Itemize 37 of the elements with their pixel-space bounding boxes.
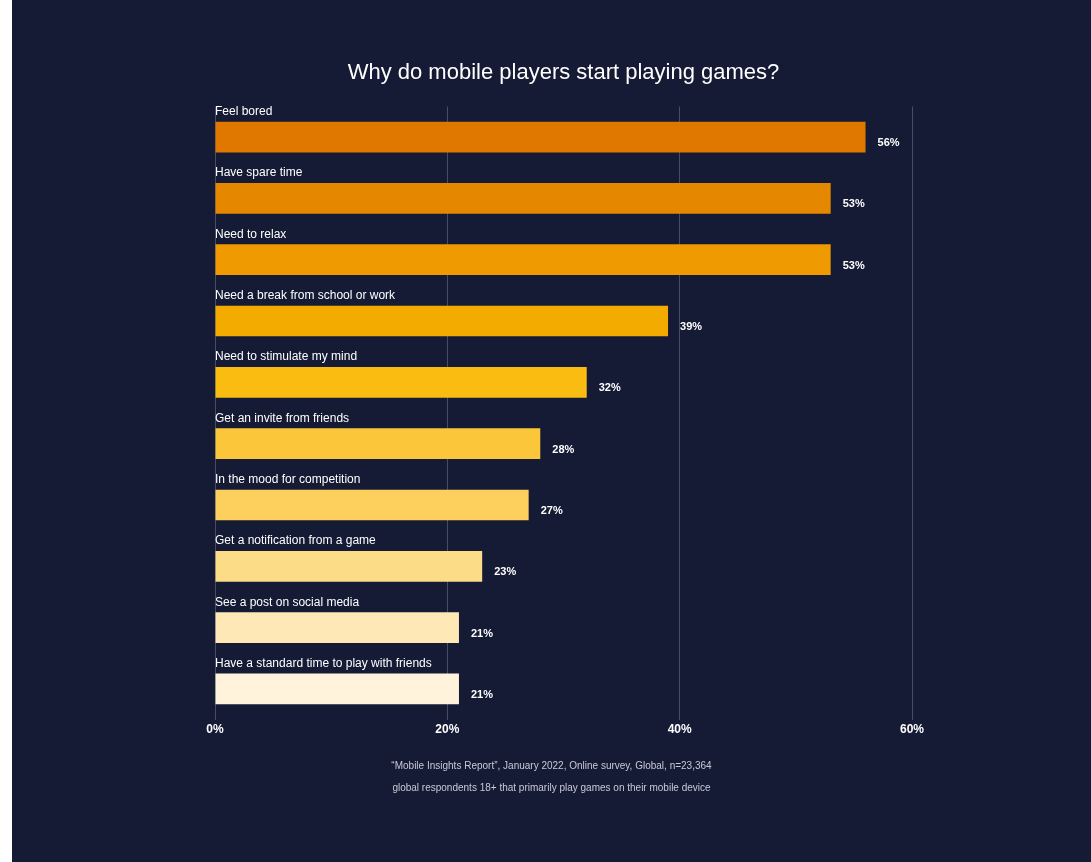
y-tick-label: Get a notification from a game xyxy=(215,533,377,548)
y-tick-label: Need a break from school or work xyxy=(215,288,397,302)
data-label: 21% xyxy=(470,626,494,639)
data-label: 39% xyxy=(680,320,703,333)
y-tick-label: Get an invite from friends xyxy=(215,410,350,425)
y-tick-label: See a post on social media xyxy=(215,594,360,609)
data-label: 53% xyxy=(842,197,865,210)
bar xyxy=(215,550,483,582)
data-label: 32% xyxy=(598,381,621,394)
y-tick-label: Feel bored xyxy=(215,104,273,119)
bar xyxy=(215,183,831,214)
bar xyxy=(215,367,587,398)
y-tick-label: Need to relax xyxy=(215,226,287,241)
data-label: 21% xyxy=(470,687,494,700)
y-tick-label: Have spare time xyxy=(215,165,303,180)
y-tick-label: Need to stimulate my mind xyxy=(215,349,358,364)
bar xyxy=(215,121,866,153)
text: global respondents 18+ that primarily play games on their mobile device xyxy=(391,781,712,795)
x-tick-label: 60% xyxy=(899,722,925,737)
bar xyxy=(215,612,459,643)
chart-title: Why do mobile players start playing games? xyxy=(347,59,780,85)
data-label: 53% xyxy=(842,258,865,271)
bar xyxy=(215,489,529,521)
bar xyxy=(215,673,459,705)
bar xyxy=(215,244,831,276)
bar xyxy=(215,305,669,337)
bar xyxy=(215,428,541,459)
text: “Mobile Insights Report”, January 2022, Online survey, Global, n=23,364 xyxy=(390,759,713,773)
x-tick-label: 40% xyxy=(667,722,692,737)
x-tick-label: 0% xyxy=(206,722,224,737)
x-tick-label: 20% xyxy=(435,722,460,737)
y-tick-label: Have a standard time to play with friends xyxy=(215,655,432,670)
data-label: 27% xyxy=(540,504,563,517)
data-label: 23% xyxy=(494,565,517,578)
data-label: 28% xyxy=(552,442,575,455)
y-tick-label: In the mood for competition xyxy=(215,471,361,486)
data-label: 56% xyxy=(877,136,900,149)
